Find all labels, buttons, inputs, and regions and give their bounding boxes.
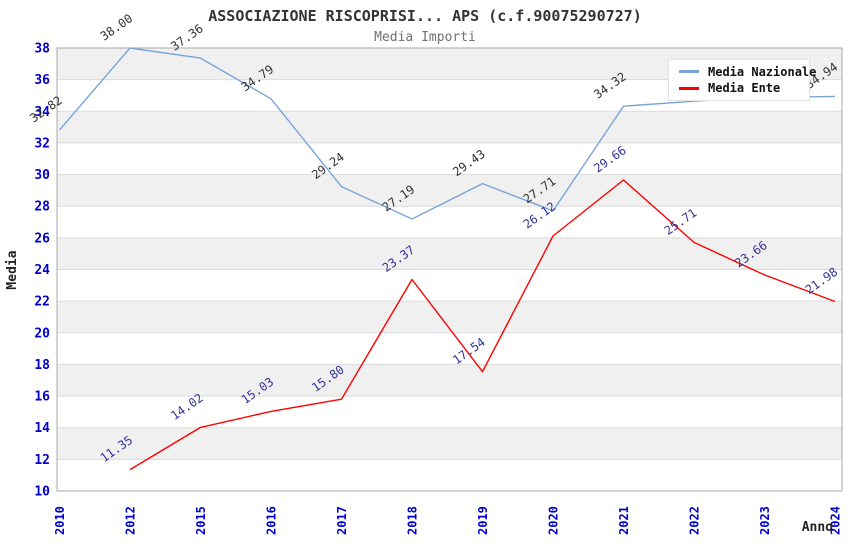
legend-swatch-media-ente — [679, 86, 699, 90]
x-tick-label-2018: 2018 — [406, 506, 420, 535]
y-tick-label-30: 30 — [34, 168, 50, 183]
x-axis-title: Anno — [802, 520, 833, 535]
y-tick-label-16: 16 — [34, 390, 50, 405]
x-tick-label-2020: 2020 — [547, 506, 561, 535]
y-tick-label-36: 36 — [34, 73, 50, 88]
value-label-25.71: 25.71 — [662, 206, 700, 238]
plot-band — [57, 427, 842, 460]
y-tick-label-24: 24 — [34, 263, 50, 278]
chart-title: ASSOCIAZIONE RISCOPRISI... APS (c.f.9007… — [208, 7, 642, 25]
plot-border — [56, 47, 843, 492]
y-tick-label-28: 28 — [34, 200, 50, 215]
legend-label-media-nazionale: Media Nazionale — [708, 64, 817, 79]
x-tick-label-2017: 2017 — [335, 506, 349, 535]
legend-item-media-nazionale: Media Nazionale — [679, 65, 816, 79]
plot-band — [57, 237, 842, 270]
y-tick-label-14: 14 — [34, 421, 50, 436]
y-tick-label-12: 12 — [34, 453, 50, 468]
x-tick-label-2015: 2015 — [194, 506, 208, 535]
y-tick-label-38: 38 — [34, 42, 50, 57]
chart-subtitle: Media Importi — [374, 30, 476, 45]
plot-band — [57, 364, 842, 397]
y-tick-label-20: 20 — [34, 326, 50, 341]
x-tick-label-2024: 2024 — [829, 506, 843, 535]
legend-label-media-ente: Media Ente — [708, 81, 781, 96]
y-tick-label-26: 26 — [34, 231, 50, 246]
y-tick-label-18: 18 — [34, 358, 50, 373]
x-tick-label-2016: 2016 — [265, 506, 279, 535]
x-tick-label-2019: 2019 — [476, 506, 490, 535]
x-tick-label-2010: 2010 — [53, 506, 67, 535]
legend: Media Nazionale Media Ente — [668, 59, 816, 101]
y-tick-label-22: 22 — [34, 295, 50, 310]
y-axis-title: Media — [5, 250, 20, 289]
series-line-media-ente — [129, 179, 836, 471]
x-tick-label-2021: 2021 — [617, 506, 631, 535]
legend-swatch-media-nazionale — [679, 70, 699, 74]
y-tick-label-32: 32 — [34, 136, 50, 151]
legend-item-media-ente: Media Ente — [679, 81, 799, 95]
value-label-29.66: 29.66 — [591, 143, 629, 175]
y-tick-label-10: 10 — [34, 485, 50, 500]
x-tick-label-2022: 2022 — [688, 506, 702, 535]
plot-band — [57, 174, 842, 207]
x-tick-label-2023: 2023 — [758, 506, 772, 535]
value-label-38.00: 38.00 — [98, 11, 136, 43]
plot-band — [57, 111, 842, 143]
x-tick-label-2012: 2012 — [124, 506, 138, 535]
value-label-17.54: 17.54 — [450, 335, 488, 367]
y-tick-label-34: 34 — [34, 105, 50, 120]
